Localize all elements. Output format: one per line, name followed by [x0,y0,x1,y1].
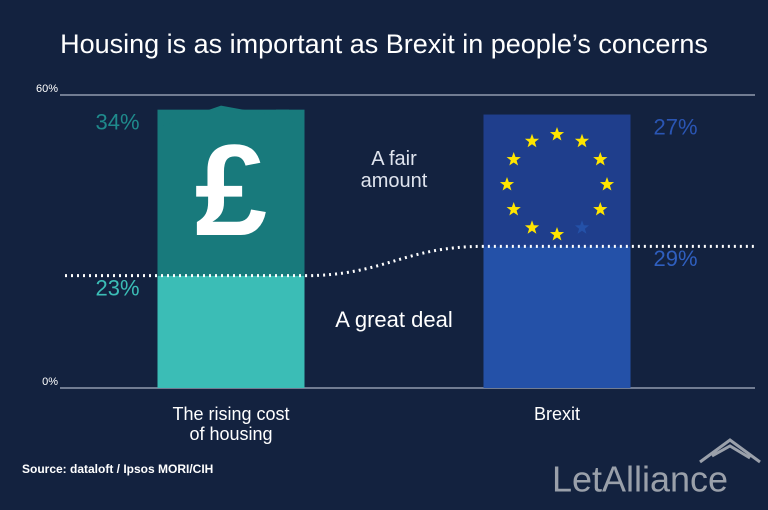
eu-star [524,220,540,234]
series-label: A fair amount [360,148,428,192]
source: Source: dataloft / Ipsos MORI/CIH [22,462,213,476]
bar-segment [157,109,305,276]
logo-house [699,438,761,464]
eu-star [506,152,521,166]
eu-star [506,202,521,216]
house-roof [157,105,305,128]
eu-star [499,177,515,191]
eu-star [593,152,608,166]
eu-star [549,227,565,241]
y-tick-label: 0% [42,376,58,388]
divider-line [65,244,755,278]
x-tick-label: The rising cost of housing [172,404,290,444]
eu-star [549,127,565,141]
bar-segment [483,246,631,388]
eu-star [524,133,540,148]
eu-star [593,202,608,216]
y-tick-label: 60% [36,83,58,95]
eu-star [574,133,590,148]
value-label: 29% [653,246,697,271]
bar-segment [157,275,305,388]
x-tick-label: Brexit [533,404,580,424]
eu-star [574,220,590,234]
eu-star [599,177,615,191]
chart-title: Housing is as important as Brexit in peo… [60,29,708,59]
logo: LetAlliance [552,459,728,500]
icon: £ [195,117,267,263]
value-label: 23% [95,275,139,300]
series-label: A great deal [335,306,453,332]
value-label: 27% [653,114,697,139]
value-label: 34% [95,109,139,134]
